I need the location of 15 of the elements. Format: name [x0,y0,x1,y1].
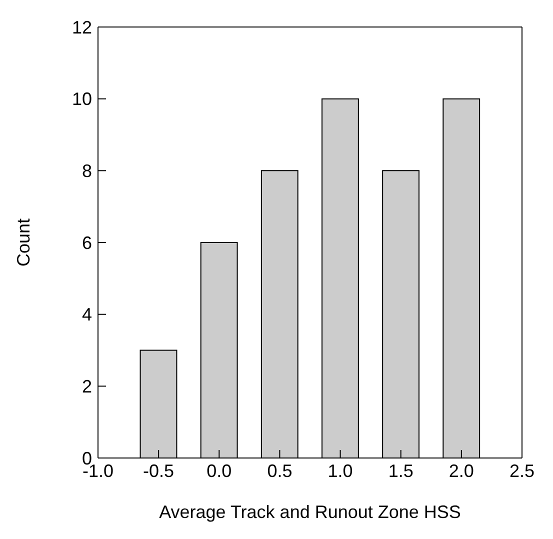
y-tick-label: 8 [82,161,92,182]
y-tick-label: 10 [72,89,92,110]
y-tick-label: 2 [82,376,92,397]
y-tick-label: 4 [82,304,92,325]
y-tick-label: 6 [82,232,92,253]
x-tick-label: 2.0 [448,460,474,481]
y-tick-label: 12 [72,17,92,38]
x-tick-label: 1.5 [388,460,414,481]
x-tick-label: 0.0 [206,460,232,481]
x-tick-label: 1.0 [328,460,353,481]
x-tick-label: 2.5 [509,460,535,481]
x-tick-label: 0.5 [267,460,292,481]
x-tick-label: -0.5 [143,460,174,481]
y-axis-title: Count [13,218,34,267]
x-axis-title: Average Track and Runout Zone HSS [159,502,461,522]
